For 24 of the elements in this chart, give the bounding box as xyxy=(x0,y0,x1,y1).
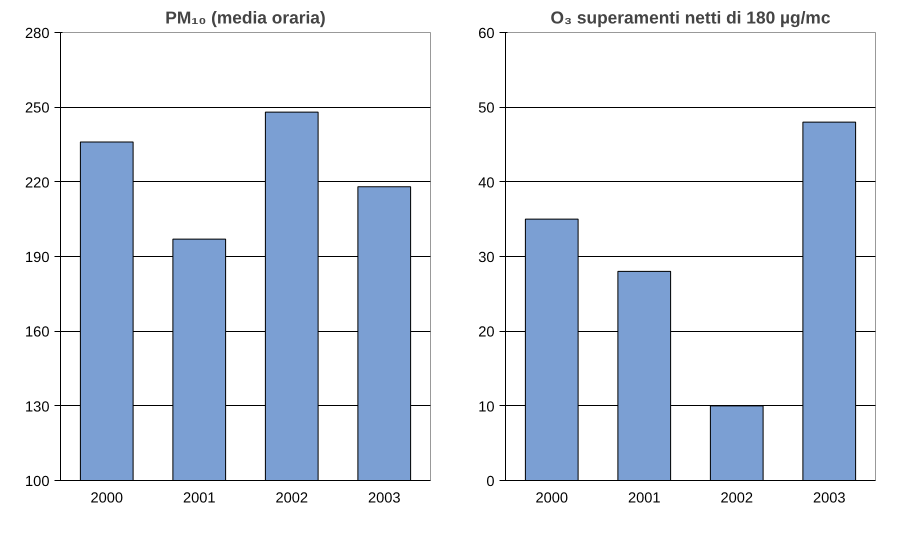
y-tick-label: 50 xyxy=(478,100,495,117)
y-tick-label: 20 xyxy=(478,324,495,341)
y-tick-label: 250 xyxy=(25,100,50,117)
x-tick-label: 2002 xyxy=(720,490,754,506)
y-tick-label: 220 xyxy=(25,175,50,192)
x-tick-label: 2002 xyxy=(275,490,308,506)
y-tick-label: 280 xyxy=(25,26,50,42)
y-tick-label: 10 xyxy=(478,399,495,416)
y-tick-label: 60 xyxy=(478,26,495,42)
y-tick-label: 130 xyxy=(25,399,50,416)
x-tick-label: 2000 xyxy=(535,490,568,506)
y-tick-label: 190 xyxy=(25,250,50,266)
x-tick-label: 2001 xyxy=(628,490,661,506)
y-tick-label: 40 xyxy=(478,175,495,192)
y-tick-label: 0 xyxy=(486,474,495,490)
x-tick-label: 2000 xyxy=(90,490,124,506)
chart-title: PM₁₀ (media oraria) xyxy=(165,8,326,28)
y-tick-label: 100 xyxy=(25,474,50,490)
chart-title: O₃ superamenti netti di 180 µg/mc xyxy=(550,8,831,28)
x-tick-label: 2003 xyxy=(368,490,401,506)
y-tick-label: 160 xyxy=(25,324,50,341)
y-tick-label: 30 xyxy=(478,250,495,266)
x-tick-label: 2001 xyxy=(182,490,216,506)
x-tick-label: 2003 xyxy=(812,490,846,506)
